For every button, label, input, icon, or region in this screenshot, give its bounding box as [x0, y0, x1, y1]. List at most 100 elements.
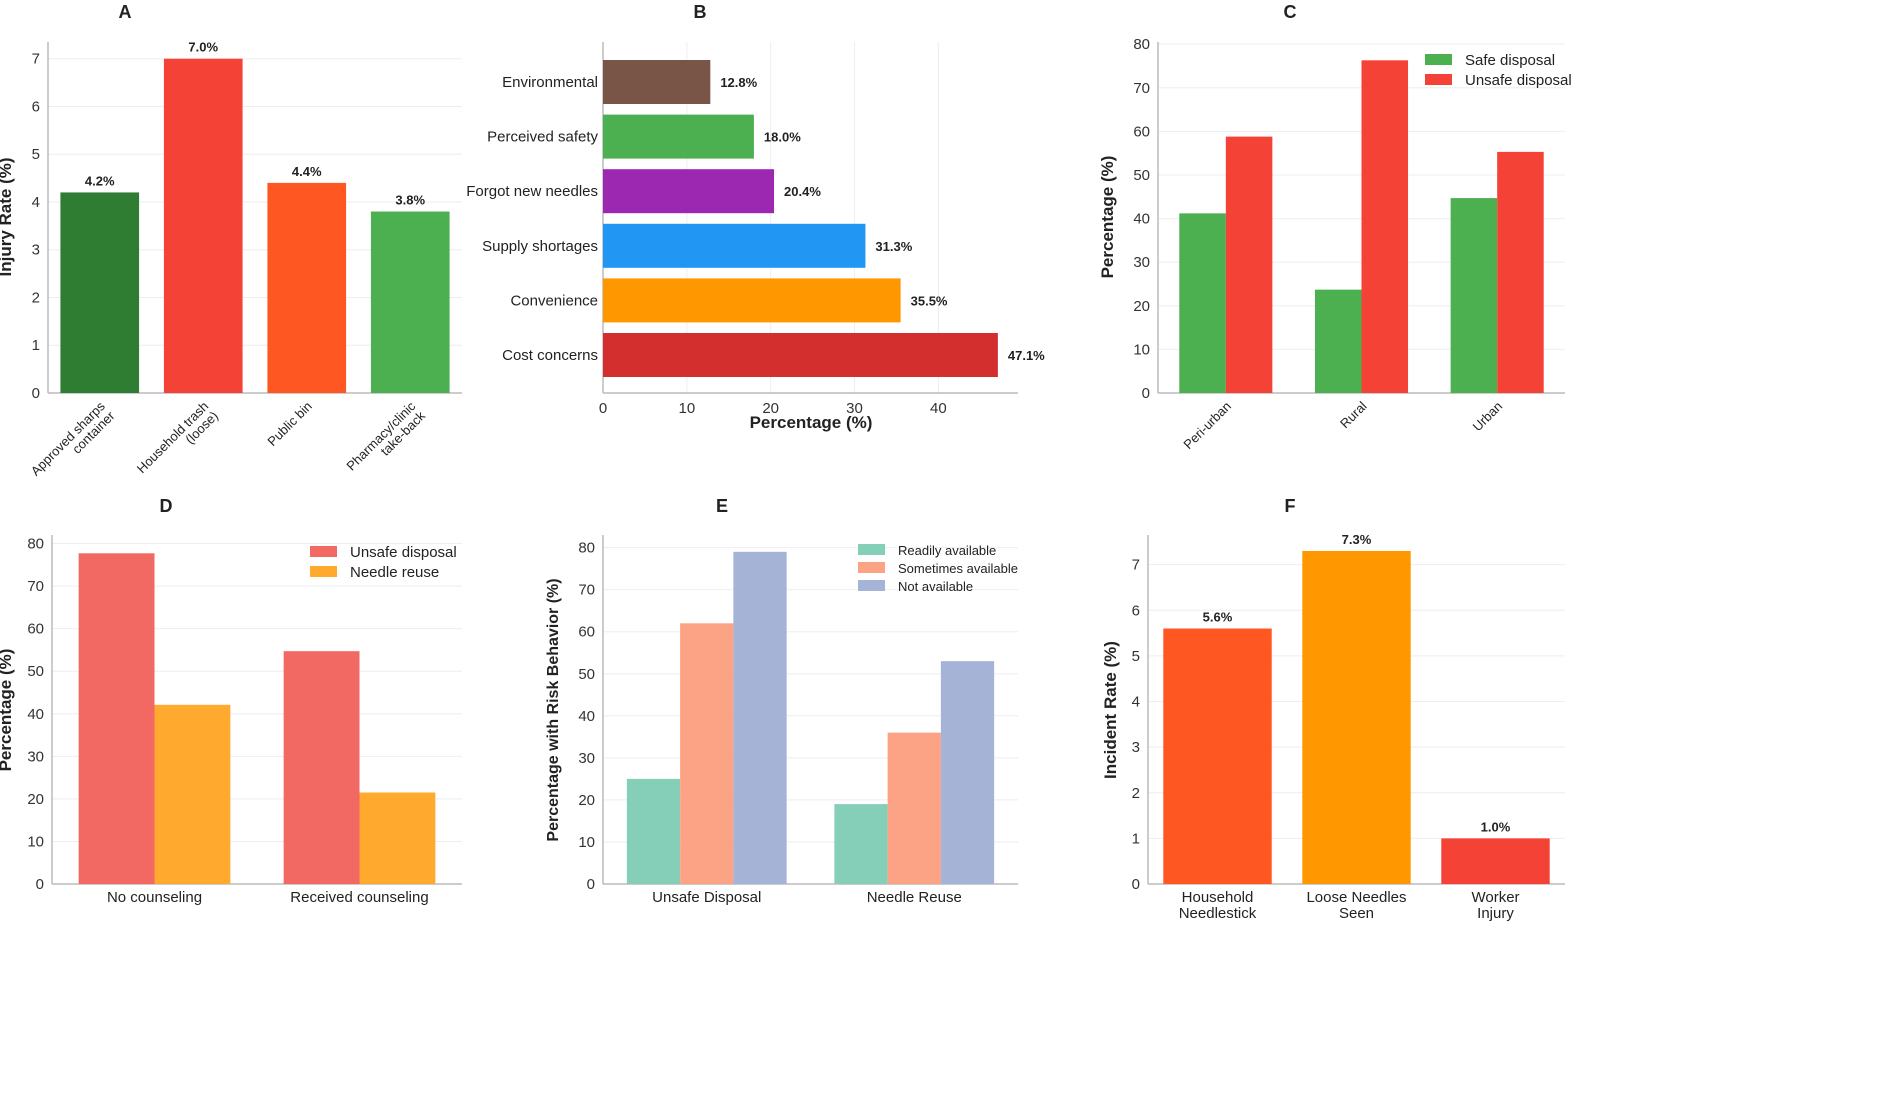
y-tick-label: 30	[1133, 254, 1150, 271]
bar	[603, 333, 998, 377]
bar	[834, 804, 888, 884]
x-tick-label: 20	[762, 400, 779, 417]
y-tick-label: 80	[1133, 36, 1150, 53]
legend-label: Needle reuse	[350, 564, 439, 581]
y-axis-label: Percentage (%)	[1098, 156, 1117, 279]
legend-swatch	[1425, 74, 1452, 85]
y-tick-label: 4	[1132, 694, 1140, 711]
category-label: Received counseling	[290, 889, 428, 906]
y-tick-label: 80	[578, 540, 595, 557]
y-tick-label: 5	[1132, 648, 1140, 665]
x-tick-label: 10	[678, 400, 695, 417]
category-label: Perceived safety	[487, 129, 598, 146]
y-tick-label: 20	[1133, 298, 1150, 315]
y-tick-label: 0	[1142, 385, 1150, 402]
y-tick-label: 50	[1133, 167, 1150, 184]
y-tick-label: 7	[32, 51, 40, 68]
y-tick-label: 60	[27, 621, 44, 638]
y-tick-label: 3	[32, 242, 40, 259]
bar	[60, 192, 140, 393]
y-tick-label: 7	[1132, 557, 1140, 574]
panel-title: B	[694, 2, 707, 22]
y-tick-label: 5	[32, 146, 40, 163]
data-label: 5.6%	[1203, 610, 1233, 625]
data-label: 47.1%	[1008, 348, 1045, 363]
bar	[603, 60, 711, 104]
y-tick-label: 50	[27, 663, 44, 680]
bar	[603, 169, 775, 214]
bar	[370, 211, 450, 393]
x-tick-label: 0	[599, 400, 607, 417]
category-label: Unsafe Disposal	[652, 889, 761, 906]
category-label: Supply shortages	[482, 238, 598, 255]
bar	[680, 623, 734, 884]
legend-label: Not available	[898, 579, 973, 594]
y-tick-label: 40	[578, 708, 595, 725]
legend-label: Safe disposal	[1465, 52, 1555, 69]
y-axis-label: Percentage with Risk Behavior (%)	[545, 578, 562, 841]
y-axis-label: Incident Rate (%)	[1101, 641, 1120, 779]
data-label: 35.5%	[911, 293, 948, 308]
data-label: 7.3%	[1342, 532, 1372, 547]
bar	[887, 732, 941, 884]
category-label: Cost concerns	[502, 347, 598, 364]
legend-label: Readily available	[898, 543, 996, 558]
category-label: No counseling	[107, 889, 202, 906]
data-label: 7.0%	[188, 40, 218, 55]
y-tick-label: 0	[36, 876, 44, 893]
bar	[283, 651, 360, 884]
legend-swatch	[310, 566, 337, 577]
data-label: 12.8%	[720, 75, 757, 90]
category-label: Urban	[1470, 399, 1506, 435]
legend: Readily available Sometimes available Not …	[858, 543, 1018, 594]
panel-f: F 0 1 2 3 4 5 6 7 5.6% Household Needlestick 7.3% Loo…	[1101, 496, 1565, 922]
y-tick-label: 0	[1132, 876, 1140, 893]
panel-title: D	[160, 496, 173, 516]
y-tick-label: 0	[587, 876, 595, 893]
legend-label: Sometimes available	[898, 561, 1018, 576]
y-tick-label: 70	[27, 578, 44, 595]
data-label: 20.4%	[784, 184, 821, 199]
y-tick-label: 3	[1132, 739, 1140, 756]
panel-c: C 0 10 20 30 40 50 60 70 80 Peri-urban Rural Urban Pe…	[1098, 2, 1572, 452]
category-label: Loose Needles Seen	[1306, 889, 1406, 922]
y-tick-label: 30	[27, 748, 44, 765]
bar	[1302, 550, 1411, 884]
bar	[1314, 289, 1362, 393]
panel-e: E 0 10 20 30 40 50 60 70 80 Unsafe Disposal Needle …	[545, 496, 1018, 906]
legend-label: Unsafe disposal	[1465, 72, 1572, 89]
y-tick-label: 80	[27, 536, 44, 553]
bar	[359, 792, 436, 884]
panel-title: F	[1285, 496, 1296, 516]
y-tick-label: 70	[1133, 80, 1150, 97]
bar	[267, 182, 347, 393]
legend-swatch	[1425, 54, 1452, 65]
legend-swatch	[858, 544, 885, 555]
y-tick-label: 6	[32, 98, 40, 115]
legend: Safe disposal Unsafe disposal	[1425, 52, 1572, 89]
bar	[1225, 136, 1273, 394]
y-tick-label: 2	[1132, 785, 1140, 802]
panel-b: B 0 10 20 30 40 Cost concerns 47.1% Convenience 3…	[466, 2, 1045, 432]
data-label: 4.4%	[292, 164, 322, 179]
category-label: Public bin	[264, 399, 314, 449]
legend-swatch	[310, 546, 337, 557]
category-label: Approved sharpscontainer	[28, 398, 118, 488]
y-tick-label: 1	[32, 337, 40, 354]
category-label: Needle Reuse	[867, 889, 962, 906]
bar	[1163, 628, 1272, 884]
bar	[1361, 60, 1409, 393]
bar	[78, 553, 155, 884]
legend-swatch	[858, 580, 885, 591]
legend-label: Unsafe disposal	[350, 544, 457, 561]
y-axis-label: Percentage (%)	[0, 649, 15, 772]
y-tick-label: 70	[578, 582, 595, 599]
x-axis-label: Percentage (%)	[750, 413, 873, 432]
category-label: Peri-urban	[1180, 399, 1234, 453]
category-label: Household Needlestick	[1179, 889, 1257, 922]
category-label: Pharmacy/clinictake-back	[343, 398, 428, 483]
bar	[603, 114, 754, 159]
category-label: Worker Injury	[1471, 889, 1519, 922]
y-tick-label: 40	[27, 706, 44, 723]
